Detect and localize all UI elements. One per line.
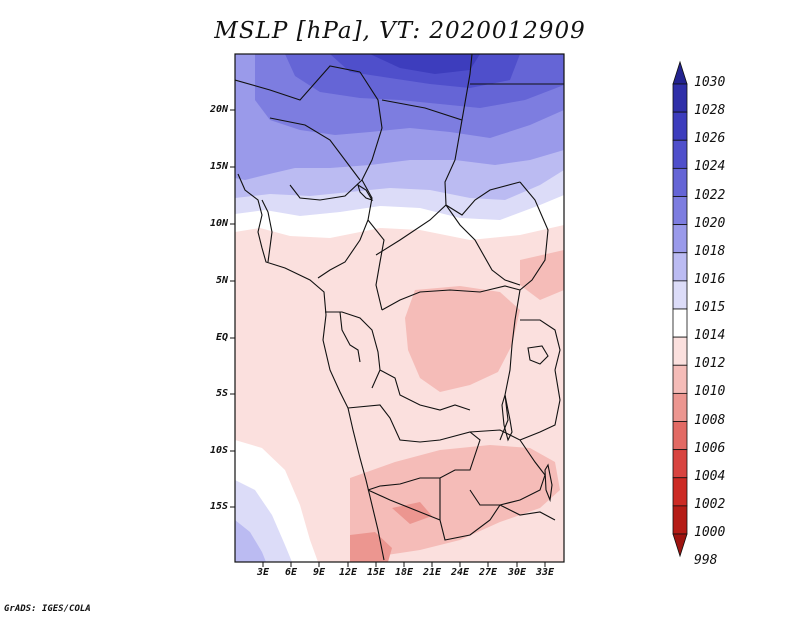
lat-label-15s: 15S — [209, 501, 228, 512]
colorbar-swatch — [672, 392, 688, 422]
map-frame — [234, 53, 565, 563]
colorbar-swatch — [672, 167, 688, 197]
colorbar-label: 1024 — [694, 159, 726, 175]
colorbar-swatch — [672, 280, 688, 310]
lake-victoria — [527, 345, 549, 365]
lon-label-24e: 24E — [450, 567, 470, 578]
border-ghana-togo — [261, 199, 273, 263]
pressure-field — [235, 54, 564, 562]
border-algeria-mali — [235, 65, 361, 101]
colorbar-label: 1028 — [694, 103, 726, 119]
colorbar-label: 1004 — [694, 468, 726, 484]
colorbar-label: 1008 — [694, 412, 726, 428]
border-namibia-botswana — [439, 478, 501, 541]
lon-label-33e: 33E — [535, 567, 555, 578]
colorbar-label: 1010 — [694, 384, 726, 400]
colorbar-swatch — [672, 364, 688, 394]
colorbar-swatch — [672, 505, 688, 535]
border-gabon — [339, 311, 361, 363]
colorbar-swatch — [672, 449, 688, 479]
border-drc-east — [499, 289, 521, 441]
colorbar — [672, 60, 688, 558]
colorbar-swatch — [672, 224, 688, 254]
border-southern — [367, 489, 441, 521]
coastline-west — [237, 173, 385, 561]
colorbar-label: 1026 — [694, 131, 726, 147]
border-drc-north — [381, 285, 521, 311]
colorbar-swatch — [672, 111, 688, 141]
river-niger-island — [357, 183, 374, 201]
border-car — [375, 204, 521, 286]
colorbar-label: 1022 — [694, 187, 726, 203]
colorbar-label: 1012 — [694, 356, 726, 372]
colorbar-label: 1002 — [694, 496, 726, 512]
lat-label-eq: EQ — [215, 332, 228, 343]
lon-label-27e: 27E — [478, 567, 498, 578]
lon-label-15e: 15E — [366, 567, 386, 578]
lat-label-10s: 10S — [209, 445, 228, 456]
field-congo-1010 — [405, 286, 520, 392]
lon-label-18e: 18E — [394, 567, 414, 578]
boundaries — [235, 54, 564, 561]
colorbar-swatch — [672, 336, 688, 366]
border-sudan — [444, 119, 521, 216]
grads-credit: GrADS: IGES/COLA — [4, 604, 91, 614]
colorbar-swatch — [672, 477, 688, 507]
border-kenya-uganda — [520, 319, 561, 371]
border-mali-niger — [269, 117, 361, 181]
field-south-1010 — [350, 445, 560, 556]
field-east-1010 — [520, 250, 564, 300]
lat-label-15n: 15N — [209, 161, 228, 172]
colorbar-label: 998 — [694, 553, 718, 569]
border-cameroon — [367, 219, 385, 311]
lon-label-21e: 21E — [422, 567, 442, 578]
field-1028 — [370, 54, 480, 74]
lat-label-20n: 20N — [209, 104, 228, 115]
lake-tanganyika — [501, 394, 513, 442]
lake-malawi — [544, 463, 553, 503]
lat-label-5n: 5N — [215, 275, 228, 286]
colorbar-label: 1016 — [694, 271, 726, 287]
border-drc-west — [379, 369, 471, 411]
lon-label-6e: 6E — [284, 567, 298, 578]
lat-label-5s: 5S — [215, 388, 228, 399]
colorbar-label: 1018 — [694, 243, 726, 259]
border-zimbabwe — [499, 504, 556, 521]
colorbar-swatch — [672, 421, 688, 451]
colorbar-arrow-bottom — [672, 533, 688, 558]
border-angola — [347, 404, 481, 491]
colorbar-label: 1030 — [694, 75, 726, 90]
colorbar-label: 1000 — [694, 525, 726, 540]
border-tanzania — [519, 369, 561, 441]
lat-ticks — [230, 109, 235, 508]
lon-label-12e: 12E — [338, 567, 358, 578]
lon-label-30e: 30E — [507, 567, 527, 578]
lon-label-9e: 9E — [312, 567, 326, 578]
field-south-1008 — [350, 532, 392, 562]
colorbar-swatch — [672, 83, 688, 113]
colorbar-label: 1015 — [694, 300, 726, 315]
border-niger-chad — [359, 71, 383, 181]
colorbar-label: 1006 — [694, 440, 726, 456]
border-sudan-south — [519, 181, 549, 291]
border-nigeria — [289, 179, 373, 279]
field-sw-1016 — [235, 520, 266, 562]
colorbar-swatch — [672, 308, 688, 338]
field-south2-1008 — [392, 502, 432, 524]
lon-ticks — [262, 562, 546, 567]
colorbar-label: 1020 — [694, 215, 726, 231]
colorbar-swatch — [672, 139, 688, 169]
colorbar-arrow-top — [672, 60, 688, 85]
chart-title: MSLP [hPa], VT: 2020012909 — [214, 18, 586, 44]
lat-label-10n: 10N — [209, 218, 228, 229]
colorbar-swatch — [672, 252, 688, 282]
colorbar-label: 1014 — [694, 328, 726, 344]
colorbar-swatch — [672, 196, 688, 226]
lon-label-3e: 3E — [256, 567, 270, 578]
